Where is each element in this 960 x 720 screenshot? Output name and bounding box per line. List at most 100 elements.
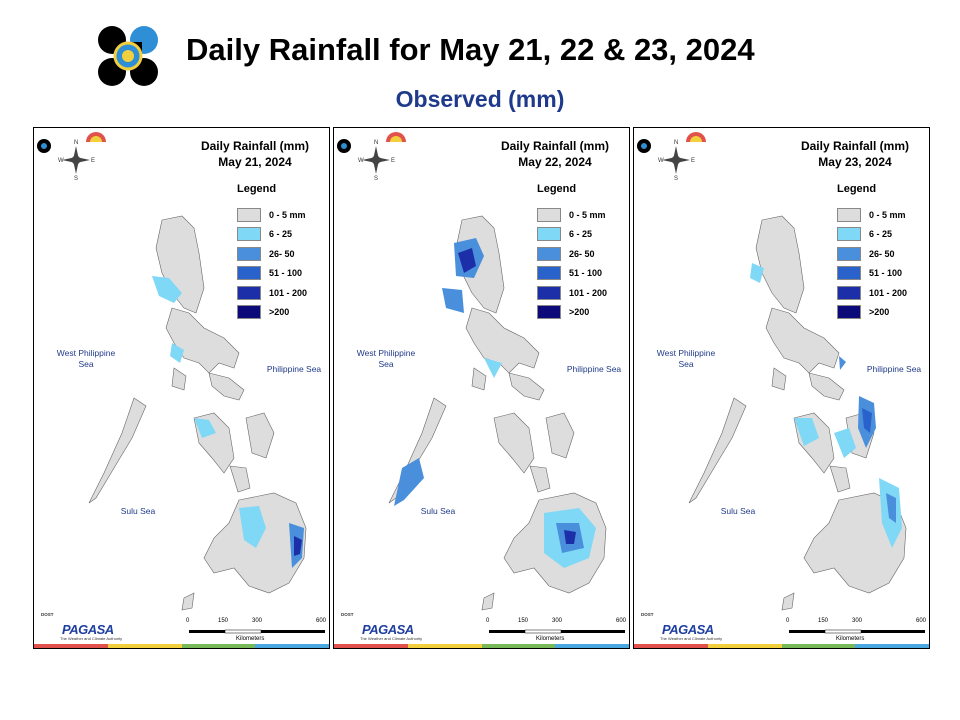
- legend-swatch: [237, 227, 261, 242]
- legend-label: 6 - 25: [869, 229, 893, 240]
- sea-label-sulu: Sulu Sea: [720, 506, 756, 516]
- legend-item: 101 - 200: [237, 283, 307, 303]
- philippines-map: [662, 146, 925, 634]
- legend-item: 51 - 100: [537, 264, 607, 284]
- sea-label-west: West Philippine Sea: [656, 348, 716, 369]
- legend: 0 - 5 mm 6 - 25 26- 50 51 - 100 101 - 20…: [237, 205, 307, 322]
- legend-label: 26- 50: [869, 248, 895, 259]
- page-title: Daily Rainfall for May 21, 22 & 23, 2024: [186, 32, 755, 67]
- legend-swatch: [237, 266, 261, 281]
- legend-swatch: [537, 246, 561, 261]
- legend-swatch: [837, 207, 861, 222]
- map-panel-may-22: Daily Rainfall (mm) May 22, 2024 N S W E…: [333, 127, 630, 649]
- panel-title: Daily Rainfall (mm) May 23, 2024: [801, 138, 909, 170]
- legend-item: >200: [537, 303, 607, 323]
- sea-label-east: Philippine Sea: [266, 364, 322, 374]
- footer-prefix: DOST: [41, 612, 54, 617]
- panel-title: Daily Rainfall (mm) May 21, 2024: [201, 138, 309, 170]
- compass-n: N: [374, 140, 379, 146]
- legend-swatch: [237, 285, 261, 300]
- scale-labels: 0 150 300 600 Kilometers: [784, 618, 926, 644]
- panel-title-text: Daily Rainfall (mm): [800, 139, 909, 153]
- panel-title-text: Daily Rainfall (mm): [500, 139, 609, 153]
- legend-item: 0 - 5 mm: [537, 205, 607, 225]
- legend-label: 0 - 5 mm: [269, 209, 306, 220]
- sea-label-west: West Philippine Sea: [356, 348, 416, 369]
- compass-e: E: [391, 158, 396, 164]
- legend-label: 51 - 100: [269, 268, 303, 279]
- legend-label: 101 - 200: [869, 287, 908, 298]
- panel-date: May 22, 2024: [518, 155, 592, 169]
- legend-swatch: [237, 207, 261, 222]
- scale-tick: 0: [486, 618, 490, 624]
- scale-tick: 300: [852, 618, 863, 624]
- scale-tick: 0: [186, 618, 190, 624]
- scale-tick: 150: [218, 618, 229, 624]
- sea-label-sulu: Sulu Sea: [120, 506, 156, 516]
- footer-agency: PAGASA: [662, 622, 714, 637]
- footer-tagline: The Weather and Climate Authority: [660, 636, 723, 641]
- color-stripe: [634, 644, 929, 648]
- philippines-map: [62, 146, 325, 634]
- scale-tick: 150: [818, 618, 829, 624]
- sea-label-east: Philippine Sea: [866, 364, 922, 374]
- compass-s: S: [74, 176, 79, 182]
- color-stripe: [334, 644, 629, 648]
- legend-label: 101 - 200: [269, 287, 308, 298]
- panel-date: May 23, 2024: [818, 155, 892, 169]
- legend-item: 6 - 25: [237, 225, 307, 245]
- legend-label: 0 - 5 mm: [869, 209, 906, 220]
- legend-label: 6 - 25: [269, 229, 293, 240]
- compass-e: E: [691, 158, 696, 164]
- footer-agency: PAGASA: [62, 622, 114, 637]
- map-panel-may-21: Daily Rainfall (mm) May 21, 2024 N S W E…: [33, 127, 330, 649]
- legend: 0 - 5 mm 6 - 25 26- 50 51 - 100 101 - 20…: [537, 205, 607, 322]
- legend-item: 26- 50: [837, 244, 907, 264]
- legend-item: 6 - 25: [837, 225, 907, 245]
- legend-swatch: [237, 246, 261, 261]
- legend-swatch: [537, 285, 561, 300]
- legend-swatch: [837, 305, 861, 320]
- scale-tick: 600: [916, 618, 927, 624]
- sea-label-sulu: Sulu Sea: [420, 506, 456, 516]
- scale-labels: 0 150 300 600 Kilometers: [184, 618, 326, 644]
- panel-title-text: Daily Rainfall (mm): [200, 139, 309, 153]
- compass-rose-icon: [662, 146, 690, 174]
- legend-swatch: [237, 305, 261, 320]
- scale-bar: [489, 629, 625, 634]
- legend-item: 0 - 5 mm: [837, 205, 907, 225]
- legend-item: 26- 50: [537, 244, 607, 264]
- legend-label: 0 - 5 mm: [569, 209, 606, 220]
- footer-prefix: DOST: [341, 612, 354, 617]
- scale-unit: Kilometers: [236, 636, 265, 642]
- legend-label: >200: [869, 307, 890, 318]
- legend-item: 101 - 200: [537, 283, 607, 303]
- legend-item: 51 - 100: [237, 264, 307, 284]
- legend-swatch: [837, 285, 861, 300]
- map-panels: Daily Rainfall (mm) May 21, 2024 N S W E…: [33, 127, 930, 649]
- pagasa-seal-logo: [96, 24, 160, 88]
- scale-tick: 600: [616, 618, 627, 624]
- legend-title: Legend: [237, 183, 277, 195]
- compass-e: E: [91, 158, 96, 164]
- rain-overlay: [394, 238, 596, 568]
- legend-title: Legend: [837, 183, 877, 195]
- panel-title: Daily Rainfall (mm) May 22, 2024: [501, 138, 609, 170]
- legend-swatch: [837, 246, 861, 261]
- scale-bar: [189, 629, 325, 634]
- legend-title: Legend: [537, 183, 577, 195]
- panel-date: May 21, 2024: [218, 155, 292, 169]
- legend-item: 101 - 200: [837, 283, 907, 303]
- map-panel-may-23: Daily Rainfall (mm) May 23, 2024 N S W E…: [633, 127, 930, 649]
- legend-label: 26- 50: [569, 248, 595, 259]
- sea-label-west: West Philippine Sea: [56, 348, 116, 369]
- legend: 0 - 5 mm 6 - 25 26- 50 51 - 100 101 - 20…: [837, 205, 907, 322]
- compass-w: W: [358, 158, 364, 164]
- compass-n: N: [674, 140, 679, 146]
- sea-label-east: Philippine Sea: [566, 364, 622, 374]
- compass-w: W: [58, 158, 64, 164]
- land-base: [688, 215, 907, 611]
- legend-swatch: [837, 266, 861, 281]
- legend-item: 51 - 100: [837, 264, 907, 284]
- pagasa-footer-logo: [337, 132, 406, 153]
